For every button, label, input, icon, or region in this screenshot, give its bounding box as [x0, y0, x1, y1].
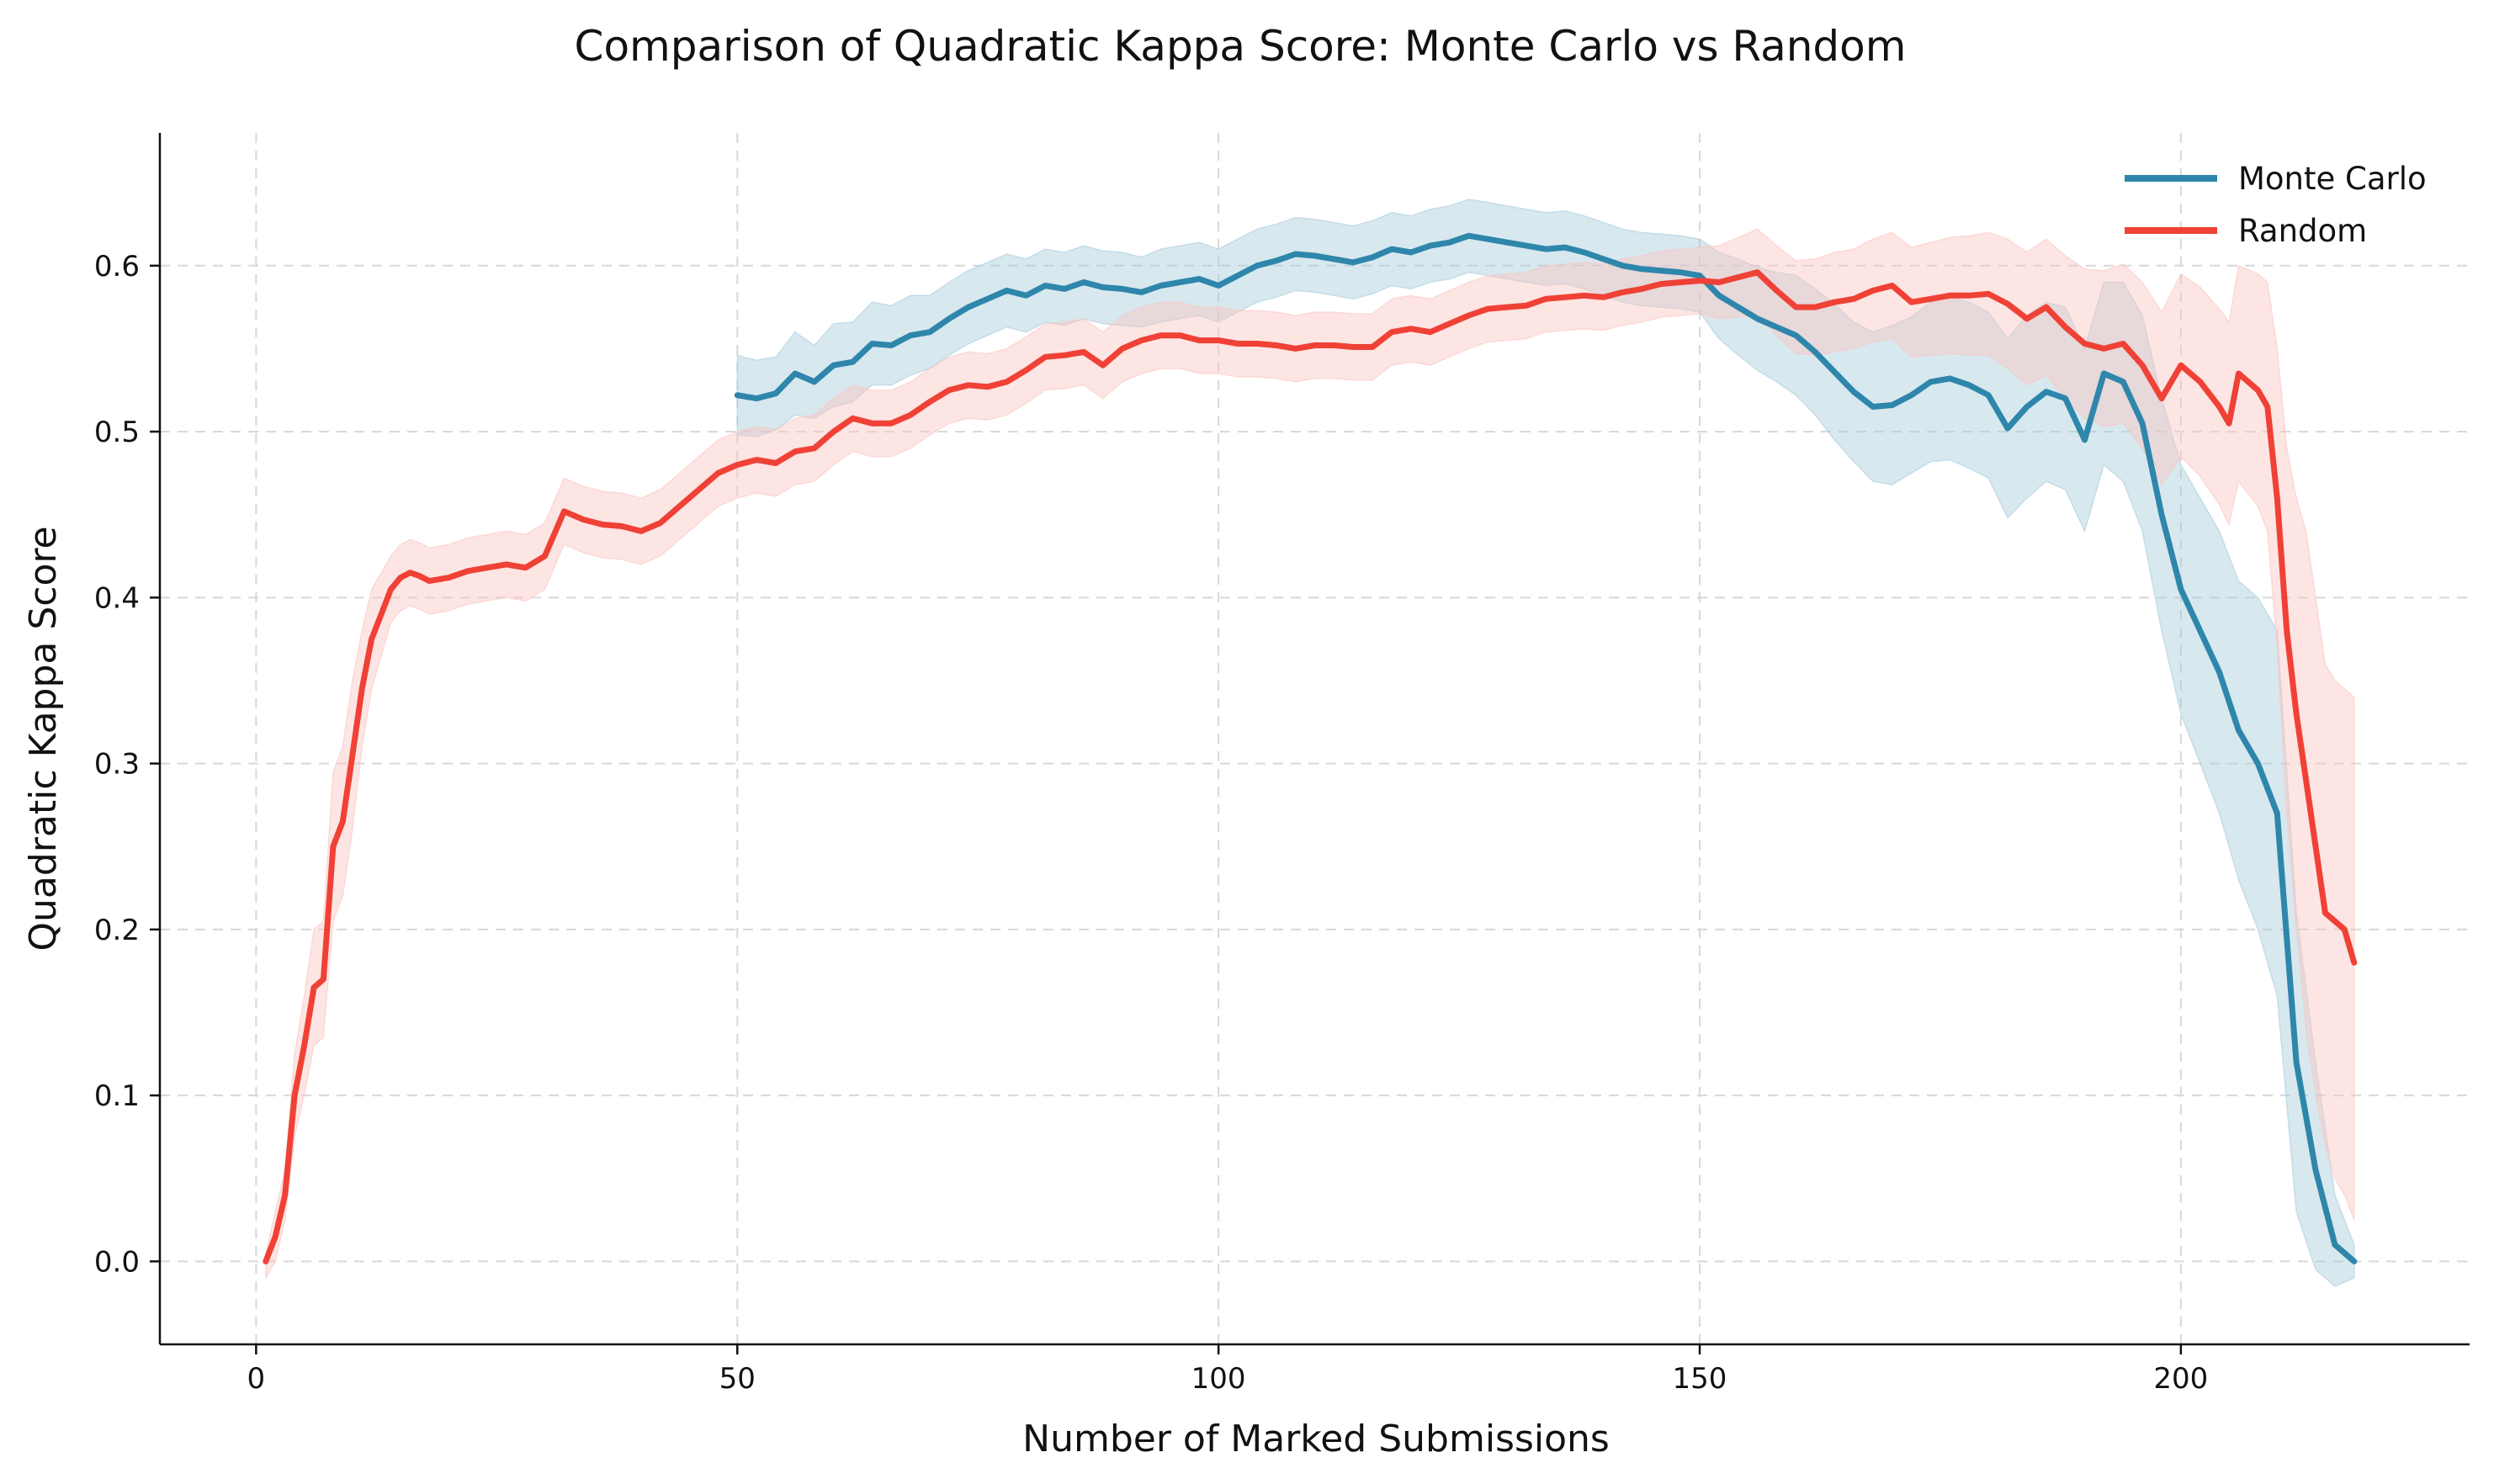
y-tick-label: 0.2: [94, 914, 140, 947]
y-tick-label: 0.5: [94, 416, 140, 449]
confidence-band-monte-carlo: [736, 199, 2355, 1287]
confidence-band-layer: [265, 199, 2355, 1287]
x-axis-label: Number of Marked Submissions: [1022, 1418, 1610, 1460]
legend-label-random: Random: [2238, 213, 2367, 249]
x-tick-label: 0: [247, 1362, 266, 1396]
y-tick-label: 0.3: [94, 748, 140, 782]
y-axis-label: Quadratic Kappa Score: [22, 526, 65, 951]
chart-title: Comparison of Quadratic Kappa Score: Mon…: [575, 22, 1907, 71]
y-tick-label: 0.1: [94, 1079, 140, 1113]
axis-layer: [158, 133, 2470, 1346]
y-tick-label: 0.6: [94, 250, 140, 284]
y-tick-label: 0.4: [94, 581, 140, 615]
y-tick-label: 0.0: [94, 1245, 140, 1279]
series-line-monte-carlo: [734, 232, 2358, 1264]
legend: Monte Carlo Random: [2125, 161, 2427, 249]
series-line-random: [263, 269, 2358, 1264]
confidence-band-random: [265, 228, 2355, 1280]
grid-layer: [160, 133, 2470, 1344]
legend-label-monte-carlo: Monte Carlo: [2238, 161, 2427, 197]
x-tick-label: 200: [2153, 1362, 2208, 1396]
series-line-layer: [263, 232, 2358, 1264]
x-tick-label: 50: [719, 1362, 756, 1396]
x-tick-label: 100: [1191, 1362, 1246, 1396]
tick-label-layer: 0 50 100 150 200 0.0 0.1 0.2 0.3 0.4 0.5 0.6: [94, 250, 2208, 1396]
x-tick-label: 150: [1673, 1362, 1727, 1396]
